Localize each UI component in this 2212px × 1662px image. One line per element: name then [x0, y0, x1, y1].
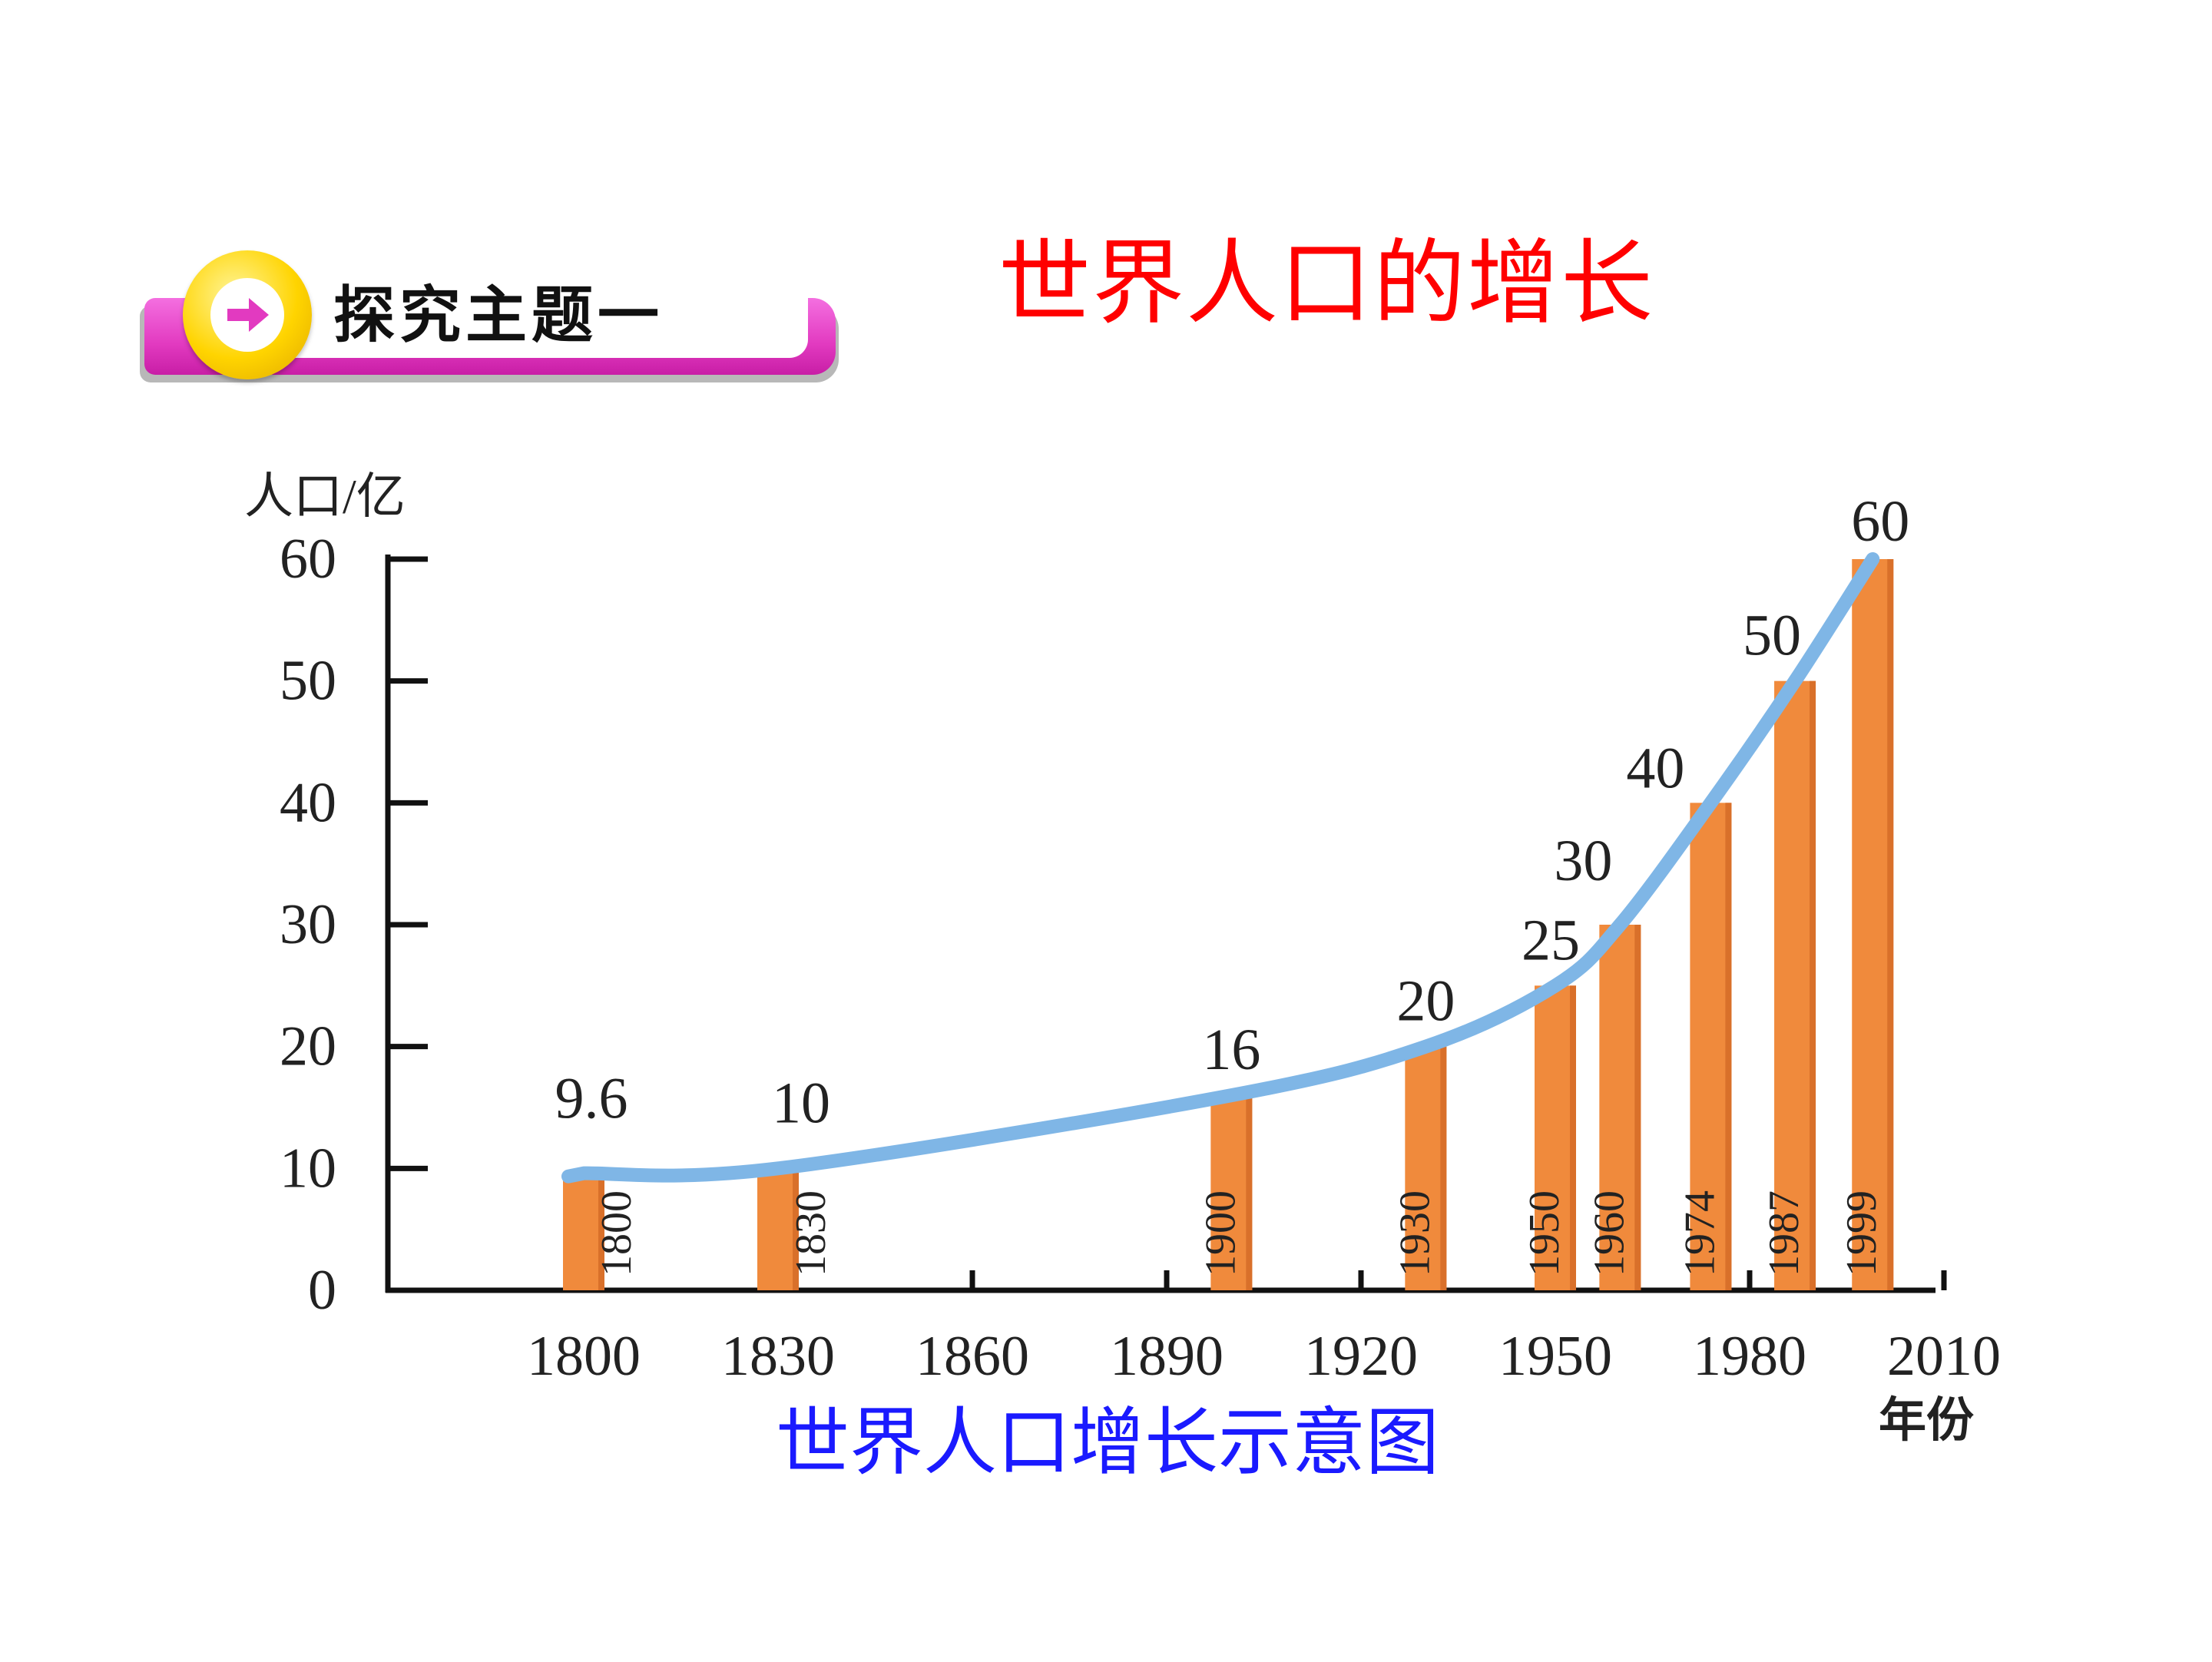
bar	[757, 1168, 799, 1290]
bar	[1774, 680, 1816, 1290]
bar-edge	[1570, 985, 1576, 1290]
arrow-right-icon	[227, 298, 269, 332]
bar-year-label: 1950	[1521, 1190, 1568, 1276]
bar	[1599, 925, 1641, 1290]
y-tick-label: 0	[308, 1259, 336, 1322]
x-tick-label: 1920	[1304, 1325, 1418, 1388]
bars	[563, 559, 1894, 1290]
x-tick-label: 1800	[527, 1325, 641, 1388]
bar-year-label: 1830	[787, 1190, 835, 1276]
bar-year-label: 1900	[1197, 1190, 1244, 1276]
bar-year-label: 1960	[1585, 1190, 1633, 1276]
y-tick-label: 10	[280, 1137, 336, 1200]
x-tick-label: 1830	[721, 1325, 835, 1388]
y-axis-title: 人口/亿	[244, 469, 406, 524]
bar-edge	[1887, 559, 1894, 1290]
bar-year-label: 1987	[1760, 1190, 1808, 1276]
y-tick-label: 30	[280, 893, 336, 956]
y-tick-label: 50	[280, 650, 336, 713]
x-tick-label: 1950	[1498, 1325, 1612, 1388]
bar	[563, 1173, 604, 1290]
bar-edge	[1246, 1095, 1253, 1290]
y-tick-label: 40	[280, 771, 336, 834]
tab-badge	[183, 250, 312, 379]
bar-value-label: 60	[1851, 489, 1909, 554]
x-tick-label: 1980	[1693, 1325, 1806, 1388]
data-labels: 1800 9.6 1830 10 1900 16 1930 20 1950 25 1960 30 197…	[555, 489, 1910, 1276]
bar	[1535, 985, 1576, 1290]
bar-value-label: 30	[1554, 829, 1612, 893]
bar-edge	[793, 1168, 799, 1290]
bar-value-label: 10	[772, 1071, 830, 1135]
x-tick-label: 1890	[1110, 1325, 1224, 1388]
chart-caption: 世界人口增长示意图	[776, 1399, 1439, 1485]
bar-value-label: 50	[1743, 604, 1801, 668]
bar-value-label: 9.6	[555, 1067, 628, 1131]
bar-edge	[1725, 803, 1732, 1290]
bar-edge	[598, 1173, 604, 1290]
page-title: 世界人口的增长	[998, 230, 1654, 337]
bar-year-label: 1974	[1676, 1190, 1724, 1276]
bar-value-label: 40	[1626, 736, 1684, 800]
bar-edge	[1440, 1046, 1447, 1290]
x-axis-title: 年份	[1879, 1394, 1974, 1447]
trend-line-group	[561, 552, 1880, 1184]
bar-value-label: 25	[1522, 908, 1580, 972]
bar-value-label: 16	[1202, 1018, 1260, 1082]
bar-year-label: 1930	[1391, 1190, 1439, 1276]
tab-panel	[230, 273, 808, 358]
bar-edge	[1634, 925, 1641, 1290]
y-tick-label: 60	[280, 528, 336, 591]
bar	[1405, 1046, 1447, 1290]
topic-tab-label: 探究主题一	[333, 279, 664, 351]
bar	[1210, 1095, 1253, 1290]
bar-value-label: 20	[1396, 969, 1455, 1034]
x-tick-label: 1860	[916, 1325, 1029, 1388]
bar	[1690, 803, 1732, 1290]
tab-badge-inner	[210, 278, 284, 352]
bar-year-label: 1999	[1838, 1190, 1886, 1276]
bar	[1852, 559, 1894, 1290]
bar-edge	[1810, 680, 1816, 1290]
bar-year-label: 1800	[593, 1190, 641, 1276]
trend-line	[561, 552, 1880, 1184]
x-tick-label: 2010	[1887, 1325, 2001, 1388]
y-tick-label: 20	[280, 1015, 336, 1078]
topic-tab[interactable]: 探究主题一	[140, 244, 839, 386]
